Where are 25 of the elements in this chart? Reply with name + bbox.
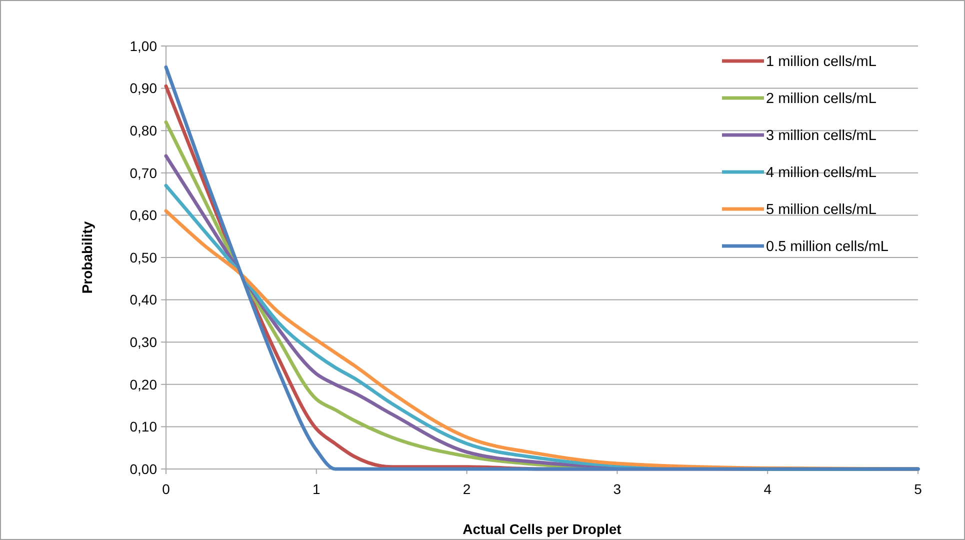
y-tick-label: 0,50 — [130, 249, 158, 266]
x-tick-label: 1 — [312, 481, 320, 497]
y-tick-label: 0,10 — [130, 418, 158, 435]
y-tick-label: 1,00 — [130, 38, 158, 54]
legend-label: 5 million cells/mL — [766, 202, 876, 218]
x-tick-label: 2 — [462, 481, 471, 497]
legend-label: 1 million cells/mL — [766, 54, 876, 70]
legend-label: 3 million cells/mL — [766, 128, 876, 144]
y-axis-title: Probability — [79, 221, 95, 294]
x-tick-label: 5 — [914, 481, 922, 497]
y-tick-label: 0,90 — [130, 80, 158, 96]
y-tick-label: 0,00 — [130, 460, 158, 477]
x-tick-label: 0 — [162, 481, 170, 497]
y-tick-label: 0,20 — [130, 376, 158, 392]
y-tick-label: 0,30 — [130, 334, 158, 350]
x-axis-title: Actual Cells per Droplet — [462, 521, 622, 537]
y-tick-label: 0,70 — [130, 164, 158, 181]
x-tick-label: 4 — [764, 481, 772, 497]
y-tick-label: 0,80 — [130, 122, 158, 138]
x-tick-label: 3 — [613, 481, 622, 497]
y-tick-label: 0,60 — [130, 207, 158, 224]
legend-label: 0.5 million cells/mL — [766, 239, 888, 256]
legend-label: 2 million cells/mL — [766, 91, 876, 108]
legend-label: 4 million cells/mL — [766, 165, 876, 182]
y-tick-label: 0,40 — [130, 292, 158, 308]
